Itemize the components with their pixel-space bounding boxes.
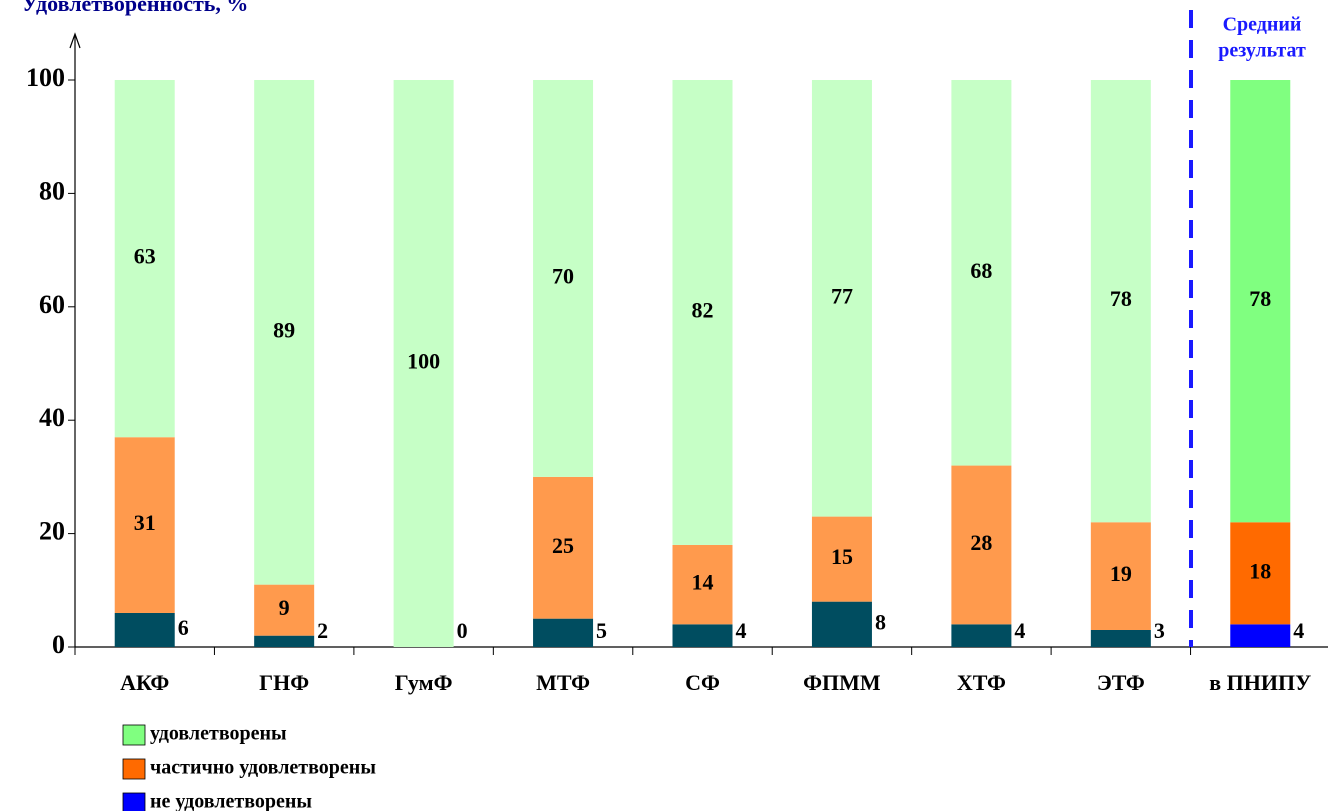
value-label: 31 (134, 510, 156, 535)
value-label: 77 (831, 283, 853, 308)
bar-segment (951, 80, 1012, 466)
value-label: 63 (134, 244, 156, 269)
bar-segment (533, 476, 594, 619)
bar-segment (1090, 522, 1151, 630)
value-label: 2 (317, 618, 328, 643)
value-label: 82 (692, 298, 714, 323)
bar-segment (114, 80, 175, 438)
x-tick-label: СФ (685, 670, 720, 695)
value-label: 68 (970, 258, 992, 283)
x-tick-label: ФПММ (803, 670, 881, 695)
bar-segment (951, 624, 1012, 647)
y-tick-label: 40 (39, 403, 65, 432)
x-tick-label: ГНФ (259, 670, 309, 695)
annotation: результат (1218, 40, 1306, 62)
x-tick-label: ГумФ (395, 670, 453, 695)
bar-segment (672, 624, 733, 647)
value-label: 18 (1249, 558, 1271, 583)
legend-label: не удовлетворены (150, 791, 312, 811)
legend-swatch (122, 724, 146, 746)
bar-segment (811, 601, 872, 647)
legend-label: удовлетворены (150, 723, 287, 745)
bar-segment (951, 465, 1012, 625)
bar-segment (672, 544, 733, 625)
value-label: 78 (1249, 286, 1271, 311)
value-label: 78 (1110, 286, 1132, 311)
y-tick-label: 60 (39, 290, 65, 319)
value-label: 5 (596, 618, 607, 643)
legend-swatch (122, 792, 146, 811)
bar-segment (393, 80, 454, 647)
bar-segment (1090, 629, 1151, 647)
bar-segment (533, 618, 594, 647)
value-label: 4 (1293, 618, 1304, 643)
y-axis-arrow (69, 32, 81, 49)
value-label: 100 (407, 349, 440, 374)
x-tick-label: в ПНИПУ (1209, 670, 1311, 695)
y-tick-label: 0 (52, 630, 65, 659)
bar-segment (114, 437, 175, 613)
bar-segment (672, 80, 733, 545)
value-label: 8 (875, 609, 886, 634)
chart-title: Удовлетворенность, % (22, 0, 248, 16)
legend-swatch (122, 758, 146, 780)
value-label: 4 (736, 618, 747, 643)
y-tick-label: 20 (39, 517, 65, 546)
value-label: 3 (1154, 618, 1165, 643)
legend-label: частично удовлетворены (150, 757, 376, 779)
value-label: 4 (1014, 618, 1025, 643)
value-label: 14 (692, 570, 714, 595)
x-tick-label: МТФ (536, 670, 590, 695)
value-label: 19 (1110, 561, 1132, 586)
annotation: Средний (1223, 14, 1302, 36)
x-tick-label: ЭТФ (1097, 670, 1145, 695)
bar-segment (811, 80, 872, 517)
bar-segment (1230, 624, 1291, 647)
value-label: 0 (457, 618, 468, 643)
bar-segment (114, 612, 175, 647)
value-label: 70 (552, 263, 574, 288)
bar-segment (1230, 80, 1291, 523)
value-label: 25 (552, 533, 574, 558)
bar-segment (254, 80, 315, 585)
bar-segment (254, 584, 315, 636)
value-label: 28 (970, 530, 992, 555)
value-label: 15 (831, 544, 853, 569)
bar-segment (533, 80, 594, 477)
bar-segment (811, 516, 872, 602)
x-tick-label: АКФ (120, 670, 169, 695)
value-label: 89 (273, 317, 295, 342)
x-tick-label: ХТФ (957, 670, 1006, 695)
value-label: 6 (178, 615, 189, 640)
y-tick-label: 100 (26, 63, 65, 92)
bar-segment (254, 635, 315, 647)
bar-segment (1230, 522, 1291, 625)
y-tick-label: 80 (39, 176, 65, 205)
bar-segment (1090, 80, 1151, 523)
value-label: 9 (279, 595, 290, 620)
